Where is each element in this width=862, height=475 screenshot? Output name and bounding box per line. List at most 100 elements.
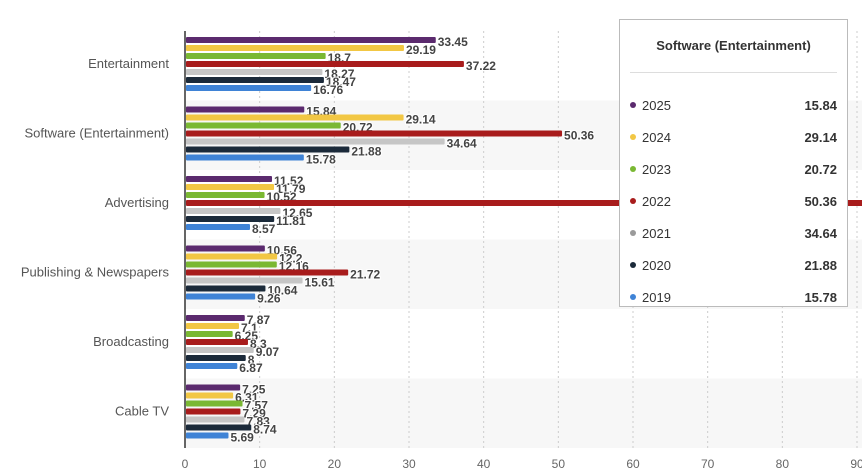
tooltip-value: 15.84: [804, 97, 837, 113]
category-label: Broadcasting: [93, 334, 169, 349]
bar-2022: [186, 339, 248, 345]
data-label: 6.87: [239, 361, 263, 375]
x-tick-label: 60: [626, 457, 640, 471]
data-label: 8.3: [250, 337, 267, 351]
bar-2024: [186, 323, 240, 329]
tooltip-row: 2023 20.72: [630, 153, 837, 185]
tooltip-rows: 2025 15.84 2024 29.14 2023 20.72 2022 50…: [620, 73, 847, 313]
bar-2025: [186, 245, 265, 252]
tooltip-value: 21.88: [804, 257, 837, 273]
bar-2025: [186, 37, 436, 43]
data-label: 5.69: [230, 431, 254, 445]
data-label: 12.2: [279, 252, 303, 266]
category-band: [185, 378, 862, 448]
bar-2021: [186, 208, 281, 214]
bar-2023: [186, 53, 326, 59]
data-label: 21.88: [351, 145, 381, 159]
category-label: Advertising: [105, 195, 169, 210]
category-label: Software (Entertainment): [24, 125, 169, 140]
tooltip-value: 29.14: [804, 129, 837, 145]
bar-2023: [186, 400, 243, 407]
bar-2022: [186, 408, 241, 415]
tooltip-title: Software (Entertainment): [630, 20, 837, 73]
tooltip-value: 15.78: [804, 289, 837, 305]
bar-2023: [186, 331, 233, 337]
tooltip-row: 2021 34.64: [630, 217, 837, 249]
series-dot-icon: [630, 198, 636, 204]
bar-2019: [186, 432, 229, 439]
tooltip-year: 2022: [642, 193, 671, 209]
data-label: 11.79: [276, 182, 306, 196]
bar-2020: [186, 285, 266, 292]
bar-2024: [186, 45, 404, 51]
bar-2021: [186, 138, 445, 145]
bar-2023: [186, 261, 277, 268]
tooltip-year: 2024: [642, 129, 671, 145]
data-label: 16.76: [313, 83, 343, 97]
bar-2023: [186, 122, 341, 129]
data-label: 33.45: [438, 35, 468, 49]
data-label: 18.27: [324, 67, 354, 81]
data-label: 15.61: [305, 276, 335, 290]
bar-2020: [186, 216, 275, 222]
series-dot-icon: [630, 262, 636, 268]
bar-2019: [186, 293, 256, 300]
bar-2019: [186, 224, 250, 230]
series-dot-icon: [630, 230, 636, 236]
bar-2024: [186, 392, 234, 399]
data-label: 9.26: [257, 292, 281, 306]
data-label: 18.47: [326, 75, 356, 89]
x-tick-label: 80: [776, 457, 790, 471]
data-label: 7.1: [241, 321, 258, 335]
series-dot-icon: [630, 134, 636, 140]
tooltip-year: 2021: [642, 225, 671, 241]
bar-2024: [186, 253, 278, 260]
tooltip-year: 2020: [642, 257, 671, 273]
data-label: 21.72: [350, 268, 380, 282]
bar-2019: [186, 363, 238, 369]
tooltip-row: 2019 15.78: [630, 281, 837, 313]
bar-2020: [186, 355, 246, 361]
series-dot-icon: [630, 294, 636, 300]
series-dot-icon: [630, 166, 636, 172]
x-tick-label: 50: [552, 457, 566, 471]
data-label: 7.83: [246, 415, 270, 429]
data-label: 8.74: [253, 423, 277, 437]
data-label: 15.78: [306, 153, 336, 167]
x-tick-label: 70: [701, 457, 715, 471]
data-label: 34.64: [447, 137, 477, 151]
category-label: Cable TV: [115, 403, 169, 418]
bar-2025: [186, 176, 273, 182]
tooltip-row: 2022 50.36: [630, 185, 837, 217]
bar-2022: [186, 269, 349, 276]
bar-2022: [186, 61, 464, 67]
category-label: Entertainment: [88, 56, 169, 71]
tooltip-year: 2023: [642, 161, 671, 177]
bar-2022: [186, 130, 563, 137]
tooltip-row: 2020 21.88: [630, 249, 837, 281]
tooltip-row: 2024 29.14: [630, 121, 837, 153]
data-label: 8.57: [252, 222, 276, 236]
bar-2025: [186, 106, 305, 113]
tooltip-year: 2019: [642, 289, 671, 305]
data-label: 7.57: [245, 399, 269, 413]
series-dot-icon: [630, 102, 636, 108]
tooltip-row: 2025 15.84: [630, 89, 837, 121]
bar-2024: [186, 184, 275, 190]
x-tick-label: 0: [182, 457, 189, 471]
bar-2025: [186, 315, 245, 321]
tooltip-year: 2025: [642, 97, 671, 113]
bar-2020: [186, 146, 350, 153]
data-label: 7.25: [242, 383, 266, 397]
bar-2021: [186, 69, 323, 75]
data-label: 8: [248, 353, 255, 367]
data-label: 12.65: [282, 206, 312, 220]
data-label: 11.52: [274, 174, 304, 188]
bar-2025: [186, 384, 241, 391]
data-label: 7.87: [247, 313, 271, 327]
tooltip-value: 20.72: [804, 161, 837, 177]
data-label: 11.81: [276, 214, 306, 228]
x-tick-label: 20: [328, 457, 342, 471]
category-label: Publishing & Newspapers: [21, 264, 170, 279]
data-label: 9.07: [256, 345, 280, 359]
